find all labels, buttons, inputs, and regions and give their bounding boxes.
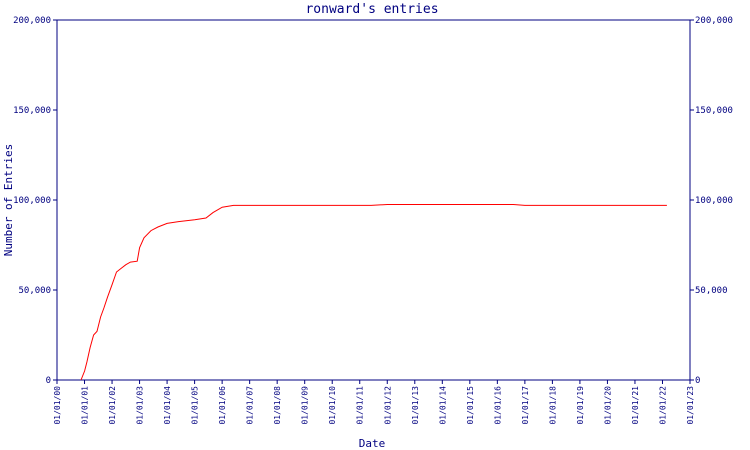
x-tick-label: 01/01/02 bbox=[108, 386, 117, 425]
x-tick-label: 01/01/07 bbox=[246, 386, 255, 425]
x-tick-label: 01/01/18 bbox=[548, 386, 557, 425]
x-tick-label: 01/01/23 bbox=[686, 386, 695, 425]
y-tick-label-left: 0 bbox=[46, 376, 51, 386]
x-tick-label: 01/01/13 bbox=[411, 386, 420, 425]
y-tick-label-left: 200,000 bbox=[13, 16, 51, 26]
x-tick-label: 01/01/05 bbox=[191, 386, 200, 425]
x-tick-label: 01/01/03 bbox=[136, 386, 145, 425]
x-tick-label: 01/01/10 bbox=[328, 386, 337, 425]
x-tick-label: 01/01/04 bbox=[163, 386, 172, 425]
series-line-0 bbox=[80, 204, 667, 381]
x-tick-label: 01/01/01 bbox=[81, 386, 90, 425]
x-tick-label: 01/01/19 bbox=[576, 386, 585, 425]
x-tick-label: 01/01/20 bbox=[603, 386, 612, 425]
x-tick-label: 01/01/15 bbox=[466, 386, 475, 425]
chart-title: ronward's entries bbox=[305, 2, 438, 17]
x-axis-label: Date bbox=[359, 437, 386, 450]
x-tick-label: 01/01/14 bbox=[438, 386, 447, 425]
y-tick-label-right: 50,000 bbox=[695, 286, 728, 296]
x-tick-label: 01/01/11 bbox=[356, 386, 365, 425]
y-tick-label-left: 50,000 bbox=[18, 286, 51, 296]
x-tick-label: 01/01/17 bbox=[521, 386, 530, 425]
y-tick-label-right: 0 bbox=[695, 376, 700, 386]
x-tick-label: 01/01/00 bbox=[53, 386, 62, 425]
y-tick-label-left: 150,000 bbox=[13, 106, 51, 116]
y-tick-label-right: 150,000 bbox=[695, 106, 733, 116]
x-tick-label: 01/01/22 bbox=[658, 386, 667, 425]
x-tick-label: 01/01/16 bbox=[493, 386, 502, 425]
y-tick-label-right: 200,000 bbox=[695, 16, 733, 26]
x-tick-label: 01/01/08 bbox=[273, 386, 282, 425]
y-tick-label-left: 100,000 bbox=[13, 196, 51, 206]
y-tick-label-right: 100,000 bbox=[695, 196, 733, 206]
x-tick-label: 01/01/09 bbox=[301, 386, 310, 425]
x-tick-label: 01/01/06 bbox=[218, 386, 227, 425]
x-tick-label: 01/01/21 bbox=[631, 386, 640, 425]
y-axis-label: Number of Entries bbox=[2, 144, 15, 257]
x-tick-label: 01/01/12 bbox=[383, 386, 392, 425]
